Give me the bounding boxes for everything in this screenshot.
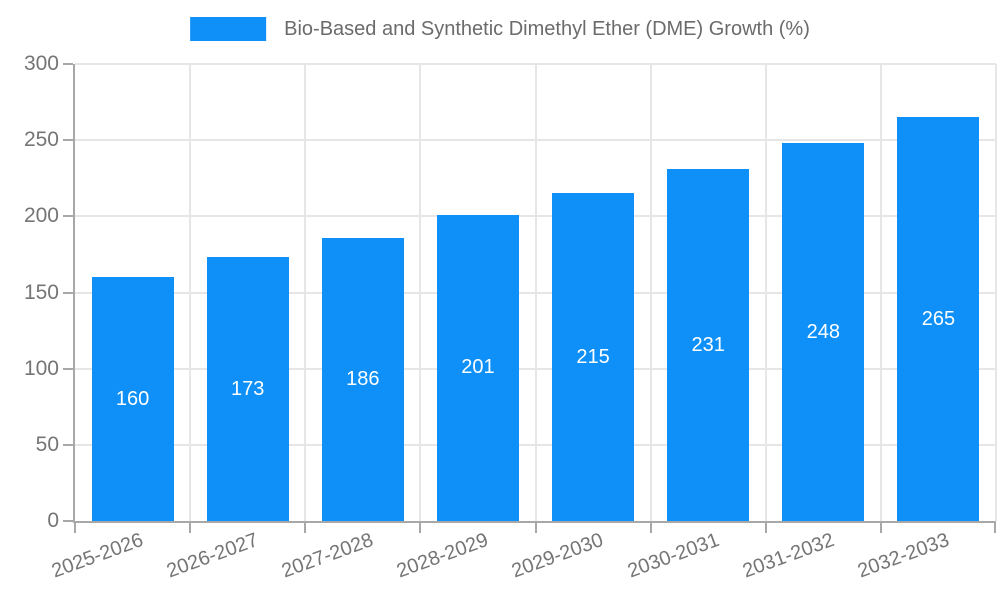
y-tick-mark	[63, 443, 73, 446]
y-tick-label: 200	[23, 204, 59, 228]
y-tick-mark	[63, 367, 73, 370]
x-tick-label: 2032-2033	[854, 529, 952, 583]
x-tick-mark	[419, 523, 422, 533]
bar-value-label: 173	[231, 377, 265, 400]
y-tick-mark	[63, 139, 73, 142]
bar[interactable]: 186	[321, 237, 404, 521]
bar[interactable]: 173	[206, 257, 289, 521]
y-tick-mark	[63, 215, 73, 218]
bar-value-label: 186	[346, 367, 380, 390]
x-tick-label: 2031-2032	[739, 529, 837, 583]
x-tick-label: 2029-2030	[509, 529, 607, 583]
gridline-vertical	[995, 64, 997, 521]
x-tick-mark	[189, 523, 192, 533]
gridline-vertical	[764, 64, 767, 521]
bar-value-label: 160	[115, 387, 150, 410]
x-tick-mark	[649, 523, 652, 533]
x-tick-mark	[74, 523, 76, 533]
y-tick-label: 250	[23, 128, 59, 152]
plot-area: 0 50 100 150 200 250 300 160 173 186 201 215 231 248 2…	[24, 53, 997, 582]
bar[interactable]: 265	[897, 117, 980, 521]
y-tick-label: 0	[47, 509, 59, 532]
x-tick-mark	[534, 523, 537, 533]
x-tick-mark	[764, 523, 767, 533]
bar-value-label: 231	[691, 333, 725, 356]
x-tick-label: 2025-2026	[48, 529, 147, 583]
legend-label: Bio-Based and Synthetic Dimethyl Ether (…	[284, 17, 810, 40]
gridline-vertical	[304, 64, 307, 521]
y-tick-label: 150	[23, 280, 59, 304]
y-tick-label: 50	[35, 432, 59, 456]
y-tick-mark	[63, 291, 73, 294]
x-tick-mark	[994, 523, 996, 533]
bar-value-label: 215	[576, 345, 610, 368]
chart-legend[interactable]: Bio-Based and Synthetic Dimethyl Ether (…	[190, 17, 810, 41]
legend-swatch-icon	[190, 17, 267, 41]
y-tick-mark	[63, 63, 73, 65]
gridline-vertical	[534, 64, 537, 521]
gridline-vertical	[649, 64, 652, 521]
bar[interactable]: 215	[552, 193, 635, 521]
bar-value-label: 265	[921, 307, 956, 330]
bar-value-label: 248	[806, 320, 840, 343]
bar[interactable]: 201	[436, 214, 519, 521]
gridline-vertical	[419, 64, 422, 521]
x-tick-label: 2026-2027	[163, 529, 262, 583]
gridline-vertical	[879, 64, 882, 521]
bar[interactable]: 160	[91, 277, 174, 521]
x-tick-label: 2028-2029	[394, 529, 492, 583]
y-tick-label: 300	[23, 52, 59, 75]
x-tick-mark	[879, 523, 882, 533]
gridline-vertical	[189, 64, 192, 521]
bar[interactable]: 231	[667, 169, 750, 521]
x-tick-label: 2027-2028	[278, 529, 377, 583]
bar-value-label: 201	[461, 356, 495, 379]
y-tick-mark	[63, 520, 73, 522]
x-tick-label: 2030-2031	[624, 529, 722, 583]
bar[interactable]: 248	[782, 143, 865, 521]
x-tick-mark	[304, 523, 307, 533]
y-tick-label: 100	[23, 356, 59, 380]
